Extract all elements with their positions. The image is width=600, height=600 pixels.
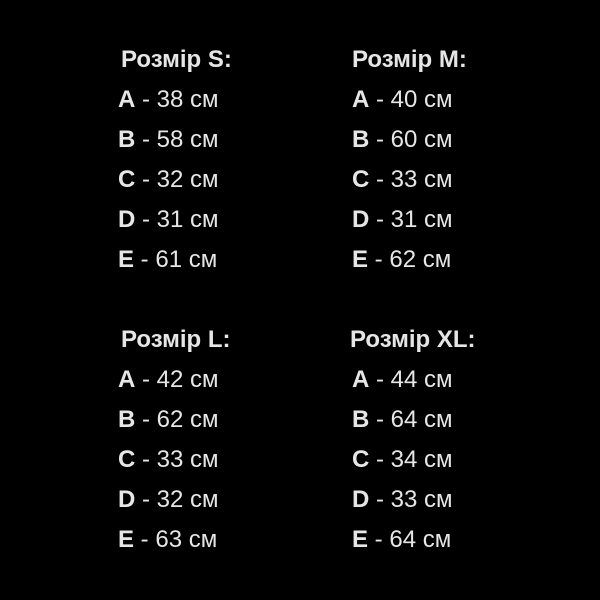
measurement-letter: D <box>352 206 370 233</box>
measurement-letter: E <box>352 526 369 553</box>
measurement-value: - 64 см <box>368 526 452 553</box>
size-title: Розмір S: <box>121 46 232 73</box>
measurement-row: B - 60 см <box>352 120 552 160</box>
measurement-row: E - 63 см <box>118 520 318 560</box>
measurement-letter: E <box>118 246 135 273</box>
measurement-value: - 33 см <box>369 166 453 193</box>
measurement-value: - 44 см <box>369 366 453 393</box>
measurement-value: - 63 см <box>134 526 218 553</box>
measurement-row: E - 61 см <box>118 240 318 280</box>
measurement-letter: B <box>352 406 370 433</box>
measurement-row: C - 32 см <box>118 160 318 200</box>
measurement-letter: B <box>118 126 136 153</box>
measurement-row: C - 33 см <box>118 440 318 480</box>
measurement-row: B - 62 см <box>118 400 318 440</box>
measurement-row: B - 64 см <box>352 400 552 440</box>
measurement-row: D - 33 см <box>352 480 552 520</box>
measurement-letter: A <box>118 366 136 393</box>
measurement-value: - 62 см <box>135 406 219 433</box>
measurement-value: - 58 см <box>135 126 219 153</box>
measurement-row: A - 40 см <box>352 80 552 120</box>
measurement-letter: C <box>118 446 136 473</box>
measurement-row: A - 38 см <box>118 80 318 120</box>
measurement-row: C - 33 см <box>352 160 552 200</box>
measurement-row: C - 34 см <box>352 440 552 480</box>
measurement-value: - 33 см <box>369 486 453 513</box>
measurement-letter: A <box>352 86 370 113</box>
measurement-row: A - 44 см <box>352 360 552 400</box>
measurement-value: - 60 см <box>369 126 453 153</box>
measurement-row: E - 64 см <box>352 520 552 560</box>
measurement-letter: B <box>118 406 136 433</box>
size-title: Розмір M: <box>352 46 467 73</box>
measurement-value: - 40 см <box>369 86 453 113</box>
measurement-value: - 32 см <box>135 166 219 193</box>
measurement-value: - 31 см <box>135 206 219 233</box>
measurement-value: - 33 см <box>135 446 219 473</box>
measurement-value: - 64 см <box>369 406 453 433</box>
measurement-row: E - 62 см <box>352 240 552 280</box>
measurement-letter: A <box>118 86 136 113</box>
measurement-letter: A <box>352 366 370 393</box>
measurement-letter: C <box>352 166 370 193</box>
size-block: Розмір M: A - 40 см B - 60 см C - 33 см D - … <box>352 40 552 280</box>
measurement-row: D - 31 см <box>118 200 318 240</box>
measurement-letter: D <box>118 206 136 233</box>
size-block: Розмір XL: A - 44 см B - 64 см C - 34 см D -… <box>350 320 552 560</box>
size-title: Розмір XL: <box>350 326 476 353</box>
measurement-value: - 61 см <box>134 246 218 273</box>
size-block: Розмір L: A - 42 см B - 62 см C - 33 см D - … <box>118 320 318 560</box>
measurement-row: D - 32 см <box>118 480 318 520</box>
measurement-value: - 42 см <box>135 366 219 393</box>
measurement-row: A - 42 см <box>118 360 318 400</box>
measurement-value: - 32 см <box>135 486 219 513</box>
measurement-letter: E <box>118 526 135 553</box>
measurement-value: - 34 см <box>369 446 453 473</box>
measurement-value: - 31 см <box>369 206 453 233</box>
measurement-value: - 62 см <box>368 246 452 273</box>
measurement-value: - 38 см <box>135 86 219 113</box>
measurement-letter: B <box>352 126 370 153</box>
measurement-row: D - 31 см <box>352 200 552 240</box>
measurement-letter: E <box>352 246 369 273</box>
measurement-letter: C <box>118 166 136 193</box>
measurement-letter: D <box>118 486 136 513</box>
size-title: Розмір L: <box>121 326 231 353</box>
measurement-letter: D <box>352 486 370 513</box>
measurement-letter: C <box>352 446 370 473</box>
measurement-row: B - 58 см <box>118 120 318 160</box>
size-block: Розмір S: A - 38 см B - 58 см C - 32 см D - … <box>118 40 318 280</box>
